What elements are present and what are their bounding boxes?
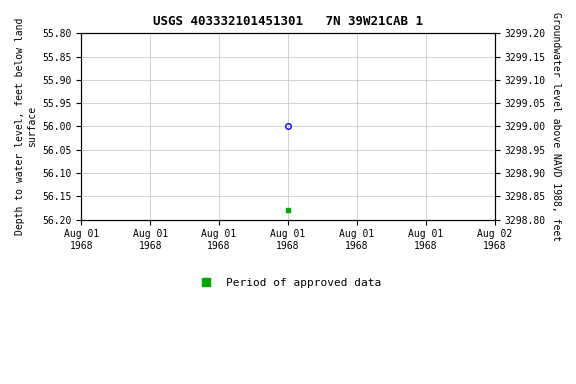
Y-axis label: Depth to water level, feet below land
surface: Depth to water level, feet below land su… [15, 18, 37, 235]
Y-axis label: Groundwater level above NAVD 1988, feet: Groundwater level above NAVD 1988, feet [551, 12, 561, 241]
Legend: Period of approved data: Period of approved data [190, 273, 385, 292]
Title: USGS 403332101451301   7N 39W21CAB 1: USGS 403332101451301 7N 39W21CAB 1 [153, 15, 423, 28]
